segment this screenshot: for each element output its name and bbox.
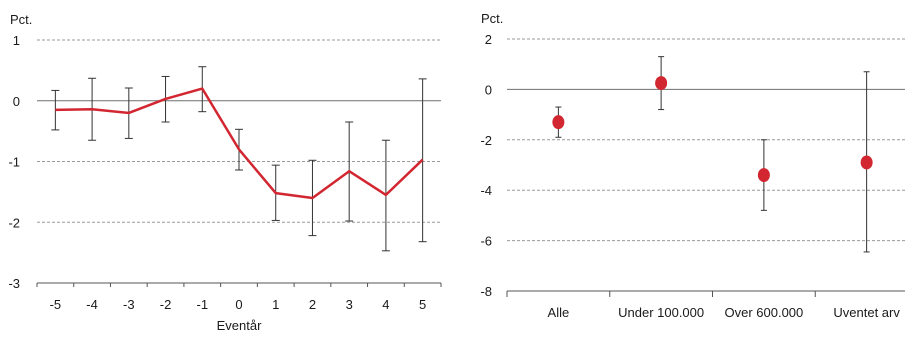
y-tick-label: -3 [8, 276, 20, 291]
y-tick-label: 0 [485, 82, 492, 97]
y-axis-label: Pct. [10, 12, 32, 27]
x-tick-label: -4 [86, 297, 98, 312]
subgroup-panel: Pct. 2 0 -2 -4 -6 -8 Alle Under 100.000 Over 600.… [480, 11, 905, 320]
y-tick-label: -6 [480, 234, 492, 249]
y-tick-label: -4 [480, 183, 492, 198]
series-line [55, 87, 424, 200]
y-axis-label: Pct. [481, 11, 503, 26]
data-point [655, 76, 668, 91]
x-tick-label: -2 [160, 297, 172, 312]
data-point [860, 155, 873, 170]
x-tick-label: Under 100.000 [618, 305, 704, 320]
x-tick-label: Over 600.000 [724, 305, 803, 320]
y-tick-label: -8 [480, 284, 492, 299]
x-tick-label: 1 [272, 297, 279, 312]
x-tick-label: 5 [419, 297, 426, 312]
x-tick-label: Alle [548, 305, 570, 320]
y-tick-label: -2 [8, 215, 20, 230]
x-tick-label: -3 [123, 297, 135, 312]
x-tick-label: -1 [196, 297, 208, 312]
y-tick-label: -2 [480, 133, 492, 148]
x-tick-label: 2 [309, 297, 316, 312]
x-tick-label: 0 [235, 297, 242, 312]
event-study-panel: Pct. 1 0 -1 -2 -3 -5 -4 -3 -2 -1 0 1 2 3 4 5 Eventår [8, 12, 442, 333]
data-point [552, 115, 565, 130]
x-tick-label: 3 [346, 297, 353, 312]
x-tick-label: 4 [382, 297, 389, 312]
x-axis-label: Eventår [217, 318, 262, 333]
data-point [757, 168, 770, 183]
y-tick-label: 2 [485, 32, 492, 47]
y-tick-label: 0 [13, 94, 20, 109]
y-tick-label: 1 [13, 33, 20, 48]
y-tick-label: -1 [8, 155, 20, 170]
x-tick-label: Uventet arv [833, 305, 900, 320]
x-tick-label: -5 [50, 297, 62, 312]
